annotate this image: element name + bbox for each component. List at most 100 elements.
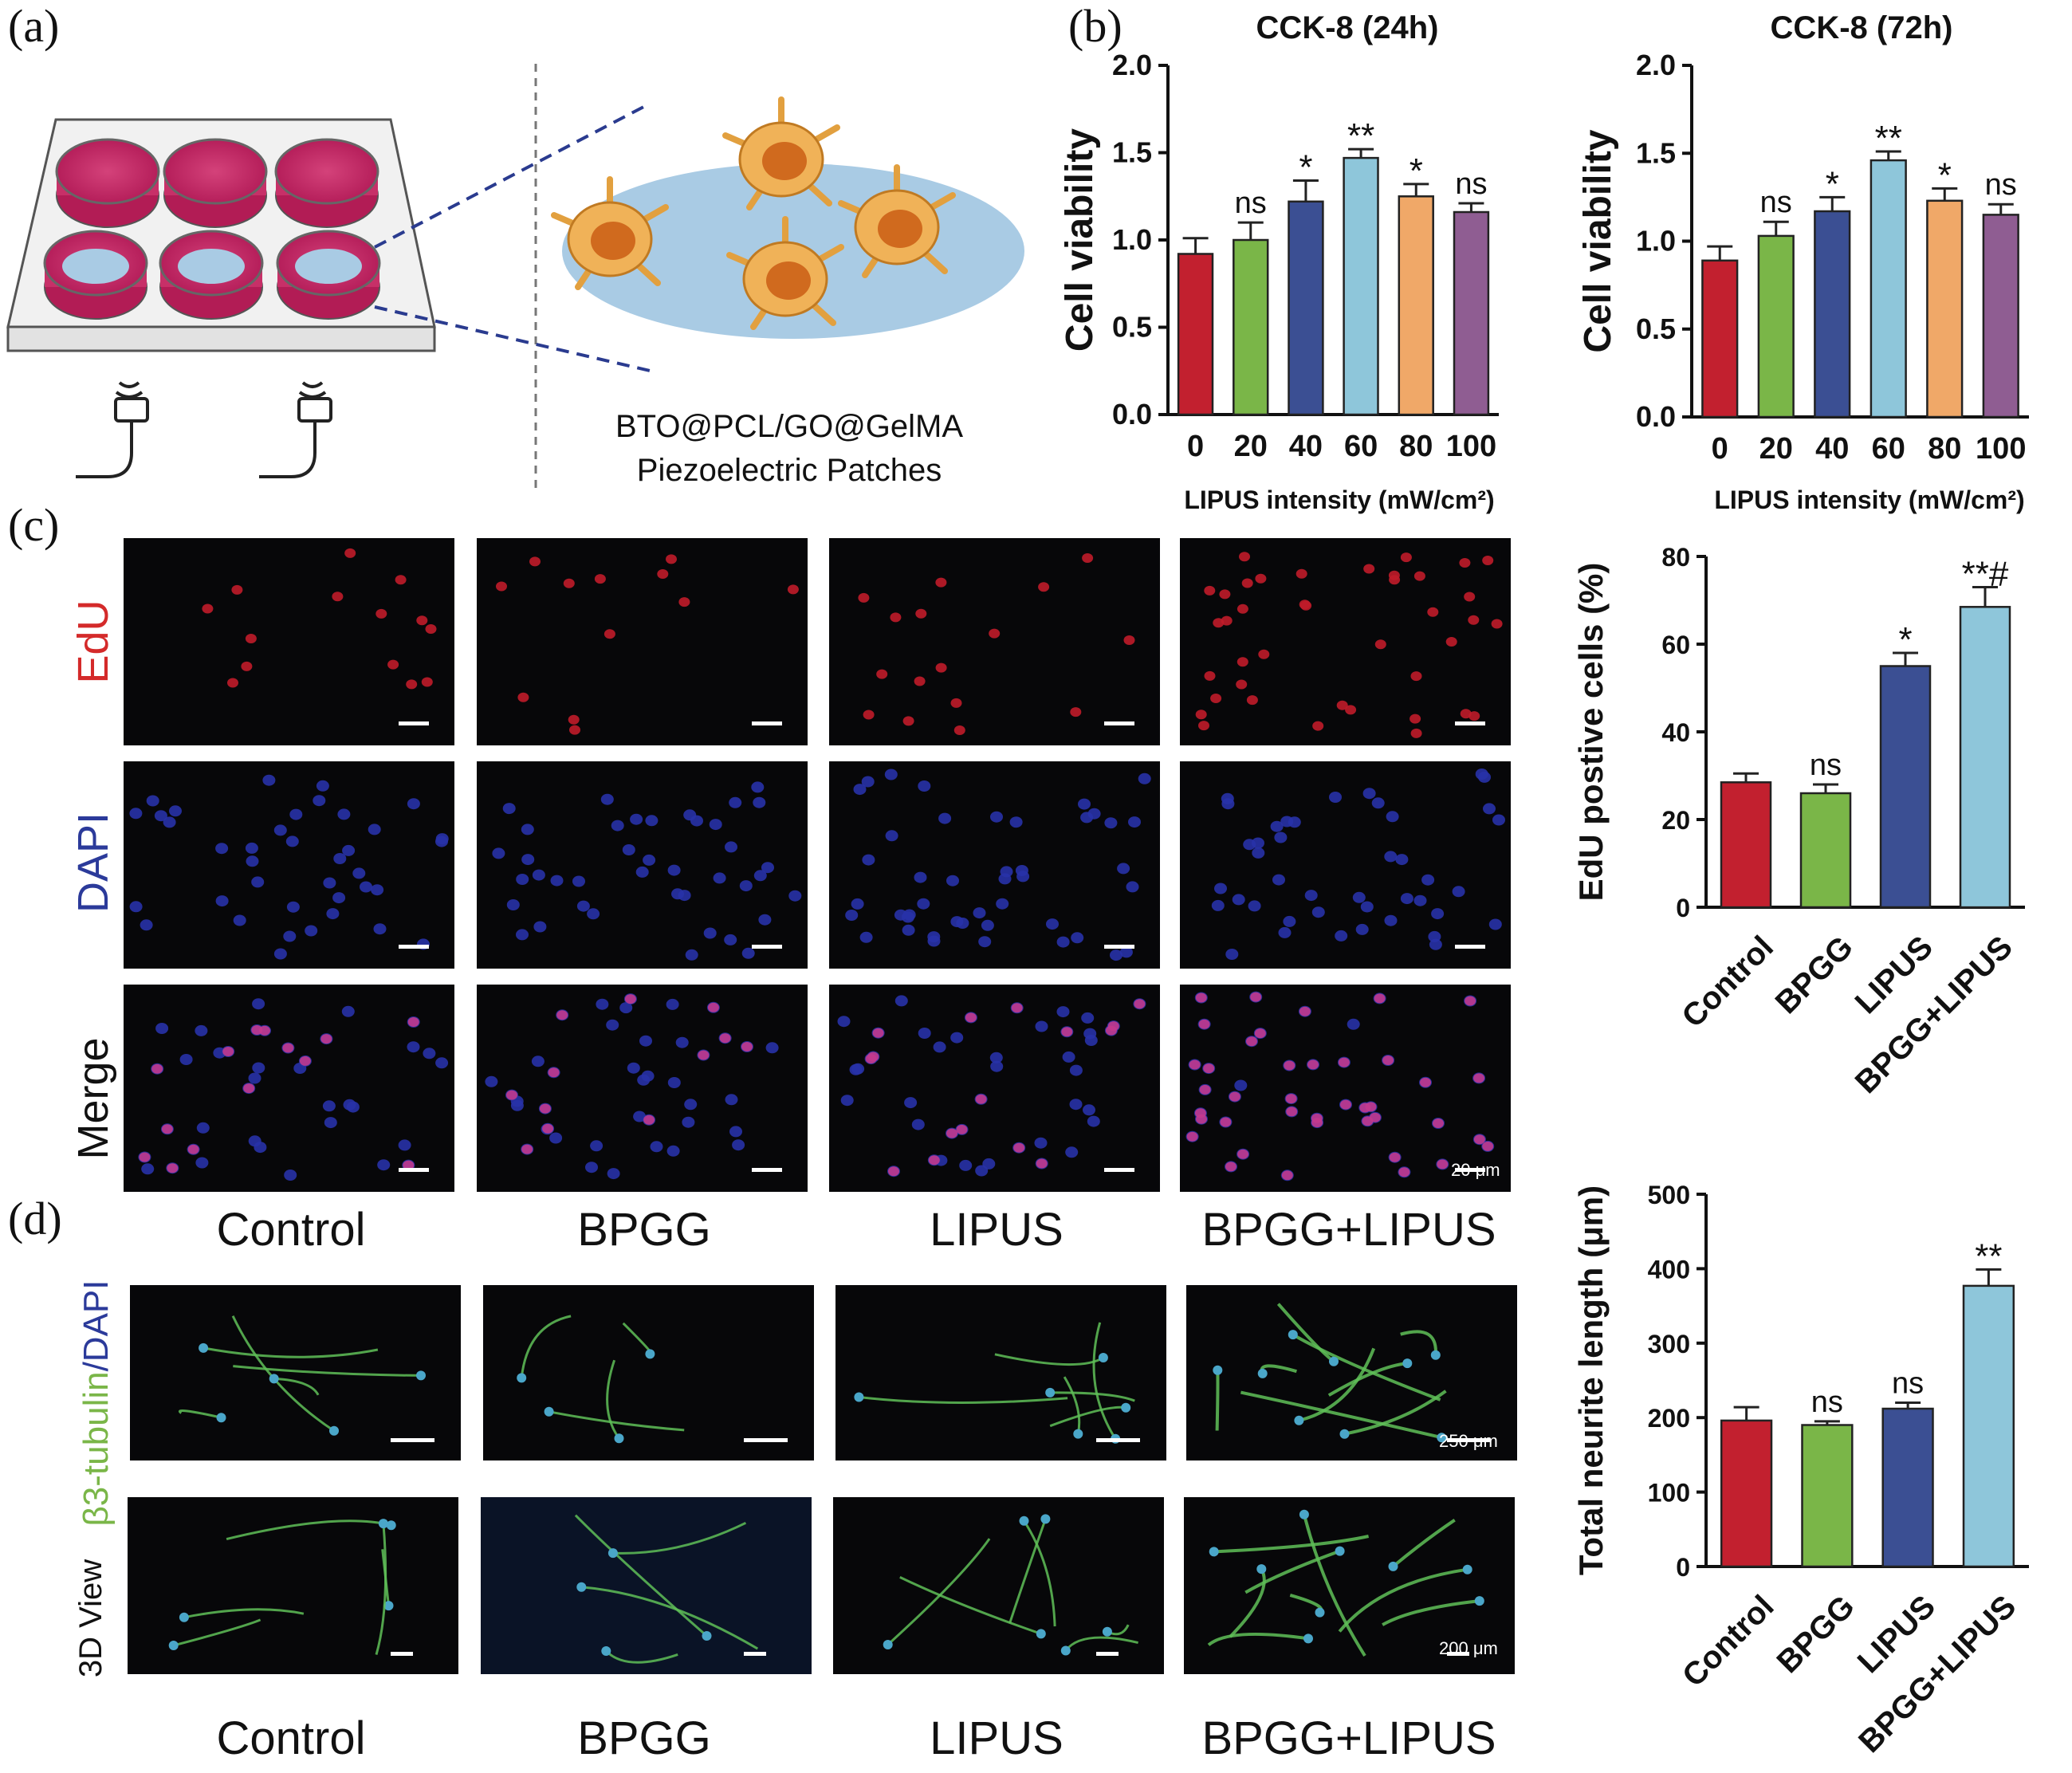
edu-nucleus <box>1468 615 1480 625</box>
edu-nucleus <box>1036 1158 1048 1169</box>
edu-nucleus <box>989 628 1001 639</box>
edu-nucleus <box>1468 711 1480 721</box>
dapi-nucleus <box>619 1002 633 1014</box>
y-tick-label: 200 <box>1648 1404 1690 1433</box>
edu-nucleus <box>259 1025 270 1036</box>
dapi-nucleus <box>918 780 931 792</box>
edu-nucleus <box>299 1056 311 1066</box>
significance-label: ns <box>1985 168 2017 202</box>
neurite-trace <box>1215 1370 1220 1431</box>
dapi-nucleus <box>516 874 529 885</box>
edu-nucleus <box>542 1123 554 1134</box>
edu-nucleus <box>1246 695 1258 706</box>
y-tick-label: 60 <box>1661 631 1690 659</box>
dapi-nucleus <box>1081 1012 1095 1024</box>
cell-nucleus <box>1303 1633 1313 1644</box>
dapi-nucleus <box>1274 831 1288 843</box>
edu-nucleus <box>243 1083 255 1094</box>
dapi-nucleus <box>911 1118 925 1130</box>
dapi-nucleus <box>251 876 265 888</box>
dapi-nucleus <box>724 934 737 945</box>
edu-nucleus <box>1203 1063 1215 1074</box>
dapi-nucleus <box>322 1100 336 1112</box>
edu-nucleus <box>1255 573 1267 584</box>
edu-nucleus <box>1445 637 1457 647</box>
dapi-nucleus <box>1270 820 1284 832</box>
dapi-nucleus <box>622 844 635 855</box>
cell-nucleus <box>1315 1607 1325 1618</box>
dapi-nucleus <box>1329 792 1342 803</box>
edu-nucleus <box>1410 671 1422 682</box>
significance-label: * <box>1299 148 1312 187</box>
scale-bar <box>1104 1168 1134 1172</box>
dapi-nucleus <box>485 1075 498 1087</box>
cell-nucleus <box>383 1601 394 1611</box>
dapi-nucleus <box>1492 814 1505 826</box>
cell-nucleus <box>416 1370 426 1381</box>
zoom-line-top <box>374 102 651 249</box>
dapi-nucleus <box>273 824 287 836</box>
dapi-nucleus <box>606 1019 619 1031</box>
edu-nucleus <box>1195 993 1207 1003</box>
dapi-nucleus <box>1065 1146 1079 1158</box>
dapi-nucleus <box>1069 1099 1083 1111</box>
row-label-tubulin-part: β3-tubulin <box>77 1371 116 1526</box>
dapi-nucleus <box>215 895 229 907</box>
bar <box>1814 210 1851 419</box>
dapi-nucleus <box>1488 918 1502 930</box>
scale-bar <box>744 1652 766 1656</box>
neuron-nucleus <box>766 261 811 300</box>
scale-bar <box>391 1652 413 1656</box>
neurite-trace <box>1050 1391 1135 1402</box>
dapi-nucleus <box>667 864 681 876</box>
micrograph-merge <box>124 985 454 1192</box>
dapi-nucleus <box>1126 881 1139 893</box>
cell-nucleus <box>1098 1353 1108 1362</box>
edu-nucleus <box>950 698 962 708</box>
bar <box>1757 234 1795 419</box>
chart-title: CCK-8 (72h) <box>1771 10 1953 45</box>
cell-nucleus <box>1073 1429 1083 1439</box>
scale-bar <box>1447 1652 1469 1656</box>
dapi-nucleus <box>179 1054 193 1065</box>
edu-nucleus <box>707 1002 719 1012</box>
dapi-nucleus <box>729 796 742 808</box>
dapi-nucleus <box>641 1070 655 1082</box>
dapi-nucleus <box>1110 949 1122 961</box>
dapi-nucleus <box>611 820 624 831</box>
edu-nucleus <box>1123 635 1135 645</box>
patch-in-dish <box>295 249 362 284</box>
y-tick-label: 20 <box>1661 806 1690 835</box>
significance-label: * <box>1826 164 1839 203</box>
scale-bar-label-d2: 200 μm <box>1439 1638 1498 1658</box>
dapi-nucleus <box>283 930 297 942</box>
dapi-nucleus <box>666 998 679 1010</box>
edu-nucleus <box>387 659 399 670</box>
edu-nucleus <box>1237 603 1248 614</box>
dapi-nucleus <box>1428 930 1441 942</box>
dapi-nucleus <box>585 1162 598 1173</box>
neurite-trace <box>859 1396 1068 1404</box>
panel-label-a: (a) <box>8 0 59 52</box>
edu-nucleus <box>965 1012 977 1023</box>
bar-chart-1: 0.0 0.5 1.0 1.5 2.0 0 ns 20 * 40 ** 60 * 80 ns 100 CCK-8… <box>1059 10 1499 514</box>
scale-bar <box>399 1168 429 1172</box>
bar <box>1982 214 2019 419</box>
bar <box>1801 1424 1854 1568</box>
edu-nucleus <box>496 581 507 592</box>
dapi-nucleus <box>1431 908 1445 920</box>
edu-nucleus <box>1340 1099 1351 1110</box>
edu-nucleus <box>406 679 418 690</box>
well-plate-schematic <box>6 118 436 352</box>
micrograph-tubulin <box>483 1285 814 1460</box>
dapi-nucleus <box>324 1117 337 1129</box>
group-labels: Control Control BPGG BPGG LIPUS LIPUS BPGG+LIP… <box>217 1204 1496 1764</box>
dapi-nucleus <box>342 844 356 856</box>
dapi-nucleus <box>884 769 898 780</box>
dapi-nucleus <box>973 907 986 919</box>
edu-nucleus <box>1374 993 1386 1004</box>
dapi-nucleus <box>675 1036 689 1048</box>
edu-nucleus <box>1134 999 1146 1009</box>
cell-nucleus <box>1040 1514 1051 1524</box>
